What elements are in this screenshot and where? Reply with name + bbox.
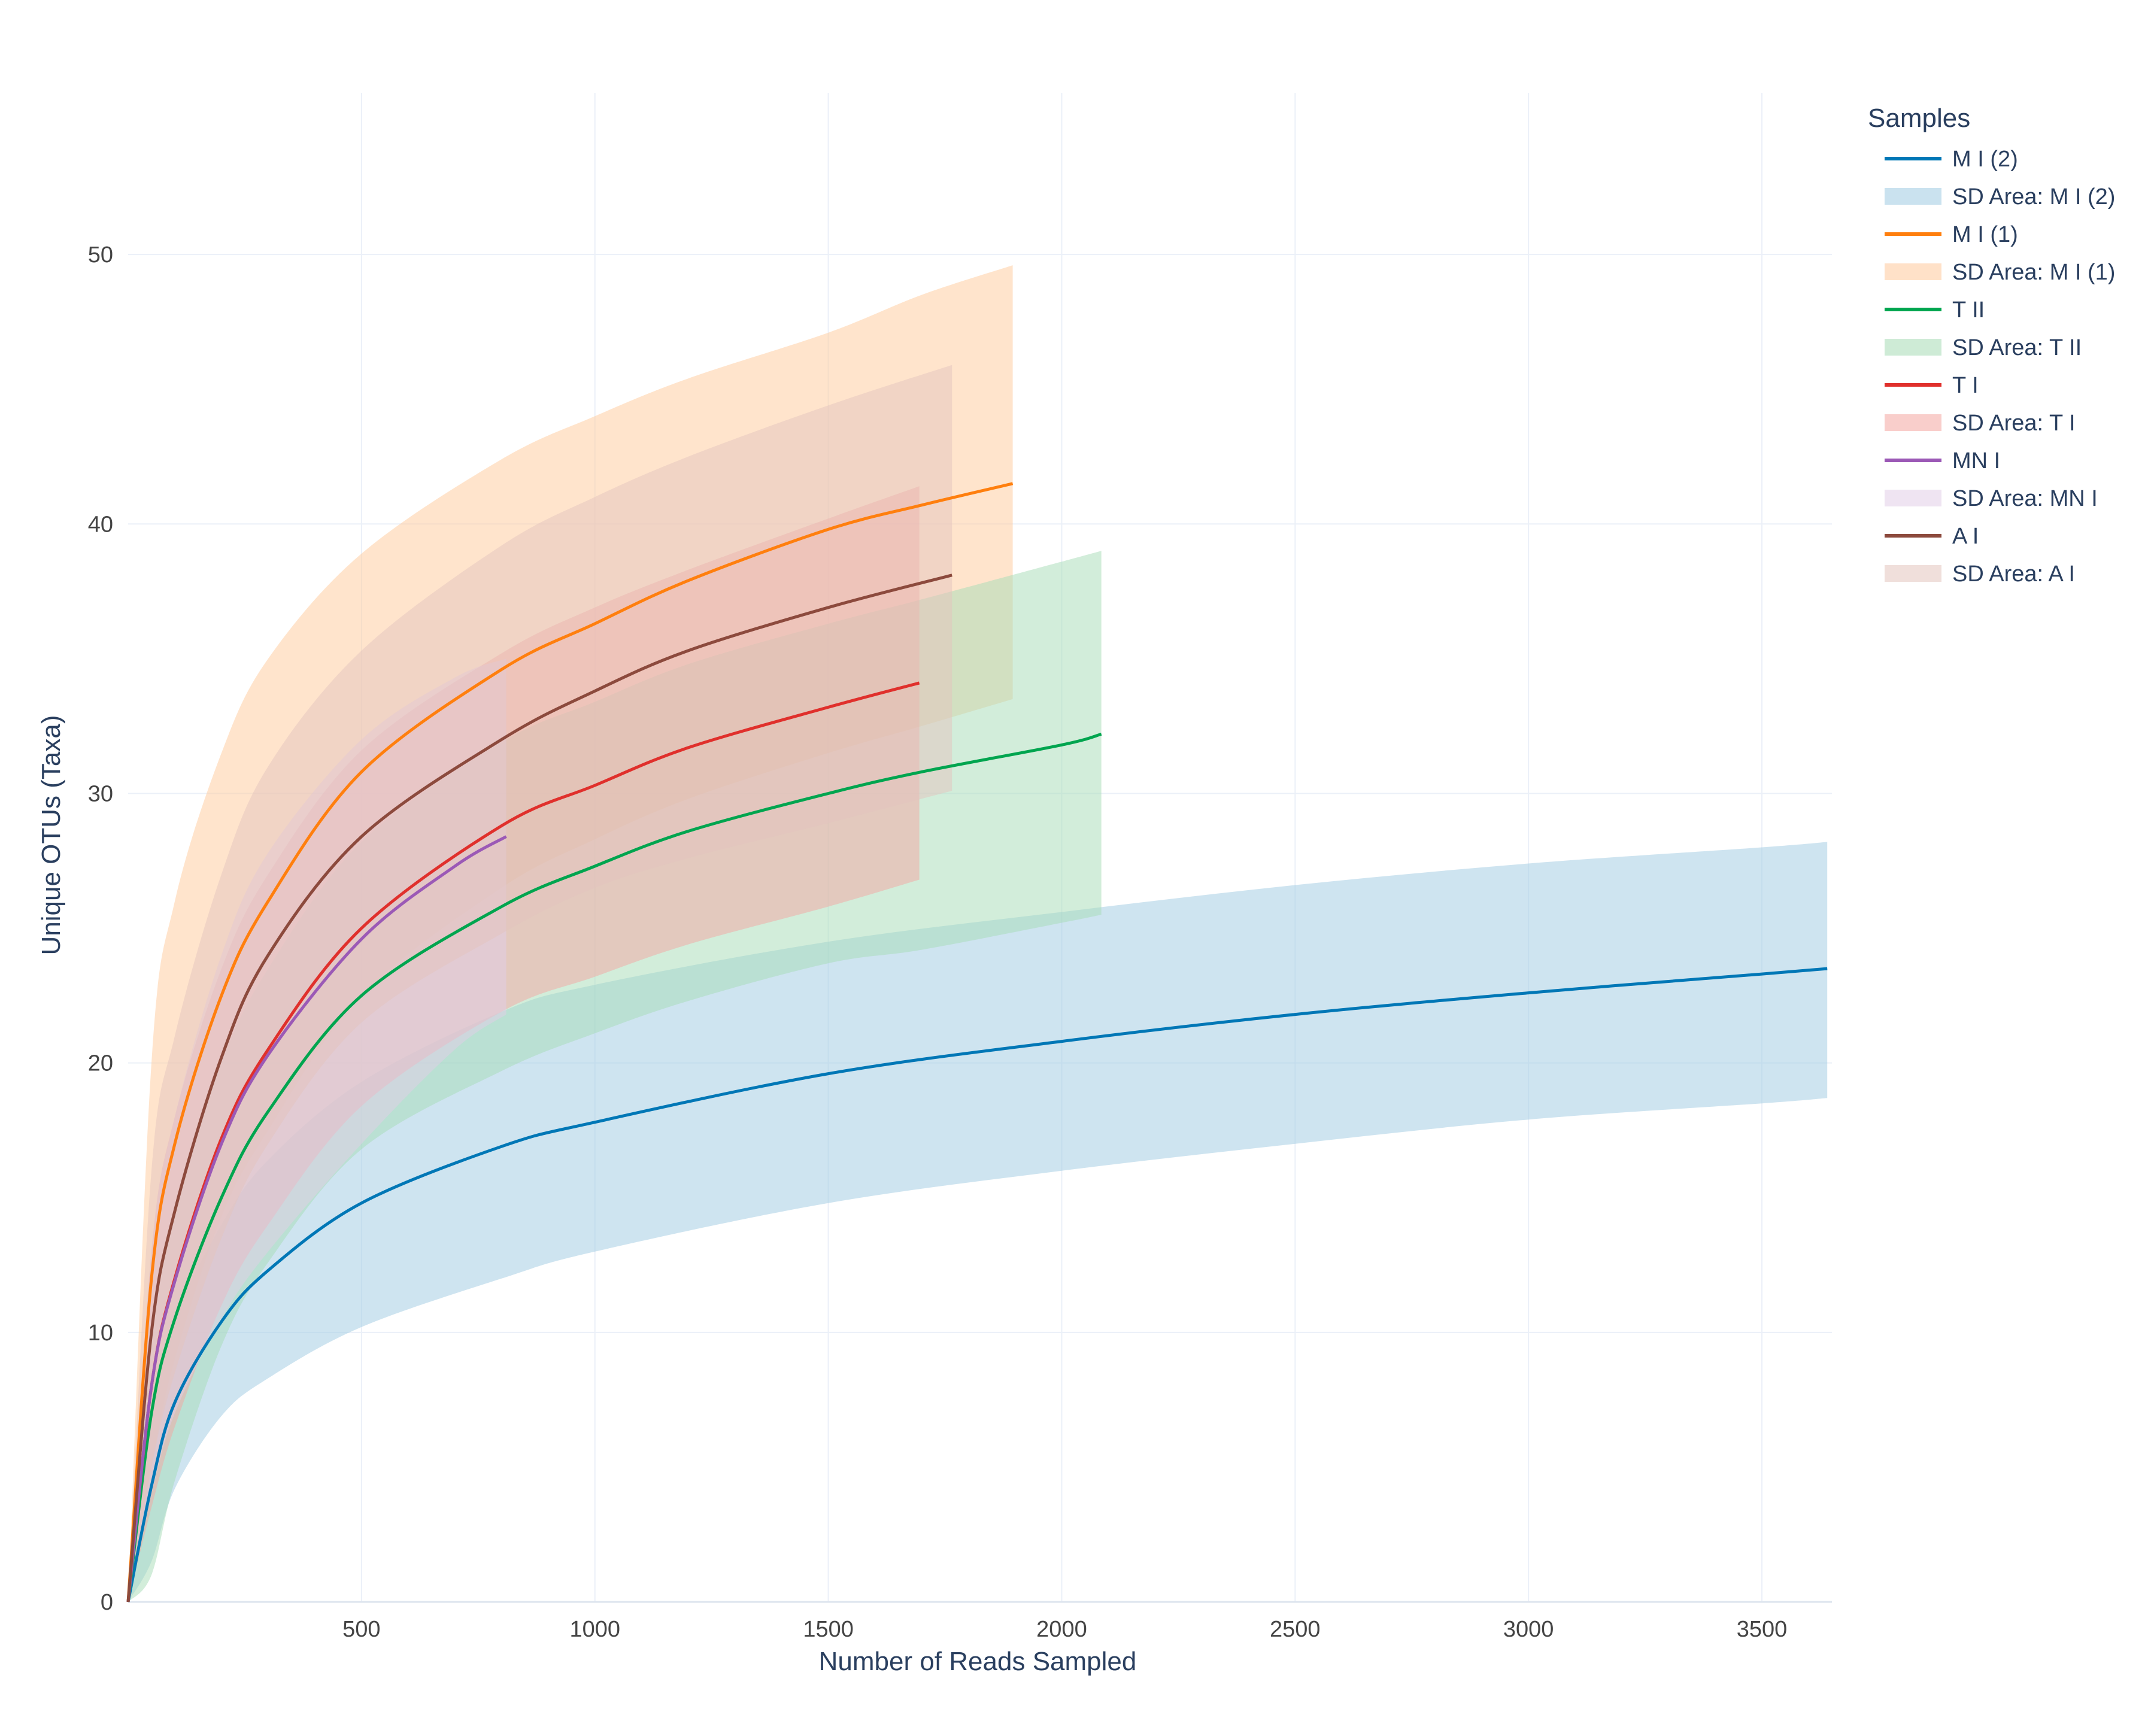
legend-item-label[interactable]: A I bbox=[1952, 524, 1979, 549]
legend-item-label[interactable]: MN I bbox=[1952, 448, 2000, 474]
legend-item-label[interactable]: SD Area: M I (2) bbox=[1952, 184, 2115, 210]
legend-item-label[interactable]: SD Area: T II bbox=[1952, 335, 2082, 360]
sd-band-5 bbox=[128, 365, 952, 1603]
series-lines bbox=[126, 482, 1828, 1603]
y-tick-label: 20 bbox=[88, 1051, 113, 1076]
legend-item-label[interactable]: SD Area: M I (1) bbox=[1952, 260, 2115, 285]
series-line-0 bbox=[126, 967, 1828, 1603]
y-axis-ticks: 0 10 20 30 40 50 bbox=[88, 242, 113, 1615]
x-tick-label: 500 bbox=[342, 1617, 380, 1642]
series-line-1 bbox=[126, 482, 1014, 1603]
legend-item-label[interactable]: SD Area: A I bbox=[1952, 562, 2075, 587]
x-tick-label: 1500 bbox=[803, 1617, 854, 1642]
x-axis-title: Number of Reads Sampled bbox=[819, 1647, 1137, 1676]
legend-band-swatch[interactable] bbox=[1885, 565, 1941, 582]
y-tick-label: 10 bbox=[88, 1321, 113, 1346]
legend-item-label[interactable]: SD Area: MN I bbox=[1952, 486, 2098, 511]
x-tick-label: 3500 bbox=[1737, 1617, 1788, 1642]
y-tick-label: 0 bbox=[101, 1590, 113, 1615]
legend-item-label[interactable]: M I (1) bbox=[1952, 222, 2018, 247]
x-tick-label: 3000 bbox=[1503, 1617, 1554, 1642]
legend-item-label[interactable]: T II bbox=[1952, 298, 1985, 323]
y-tick-label: 30 bbox=[88, 781, 113, 806]
legend: Samples M I (2) SD Area: M I (2) M I (1) SD… bbox=[1868, 104, 2115, 587]
series-line-2 bbox=[126, 732, 1102, 1603]
legend-band-swatch[interactable] bbox=[1885, 490, 1941, 506]
legend-band-swatch[interactable] bbox=[1885, 414, 1941, 431]
legend-item-label[interactable]: M I (2) bbox=[1952, 147, 2018, 172]
x-tick-label: 2500 bbox=[1270, 1617, 1321, 1642]
legend-title: Samples bbox=[1868, 104, 1970, 133]
legend-band-swatch[interactable] bbox=[1885, 188, 1941, 205]
x-axis-ticks: 500 1000 1500 2000 2500 3000 3500 bbox=[342, 1617, 1787, 1642]
legend-item-label[interactable]: SD Area: T I bbox=[1952, 411, 2076, 436]
sd-bands bbox=[128, 265, 1828, 1603]
x-tick-label: 1000 bbox=[569, 1617, 620, 1642]
legend-band-swatch[interactable] bbox=[1885, 339, 1941, 356]
legend-item-label[interactable]: T I bbox=[1952, 373, 1979, 398]
legend-band-swatch[interactable] bbox=[1885, 263, 1941, 280]
series-line-4 bbox=[126, 835, 507, 1603]
series-line-5 bbox=[126, 573, 952, 1603]
y-axis-title: Unique OTUs (Taxa) bbox=[37, 715, 66, 955]
y-tick-label: 50 bbox=[88, 242, 113, 268]
y-tick-label: 40 bbox=[88, 512, 113, 537]
x-tick-label: 2000 bbox=[1036, 1617, 1087, 1642]
